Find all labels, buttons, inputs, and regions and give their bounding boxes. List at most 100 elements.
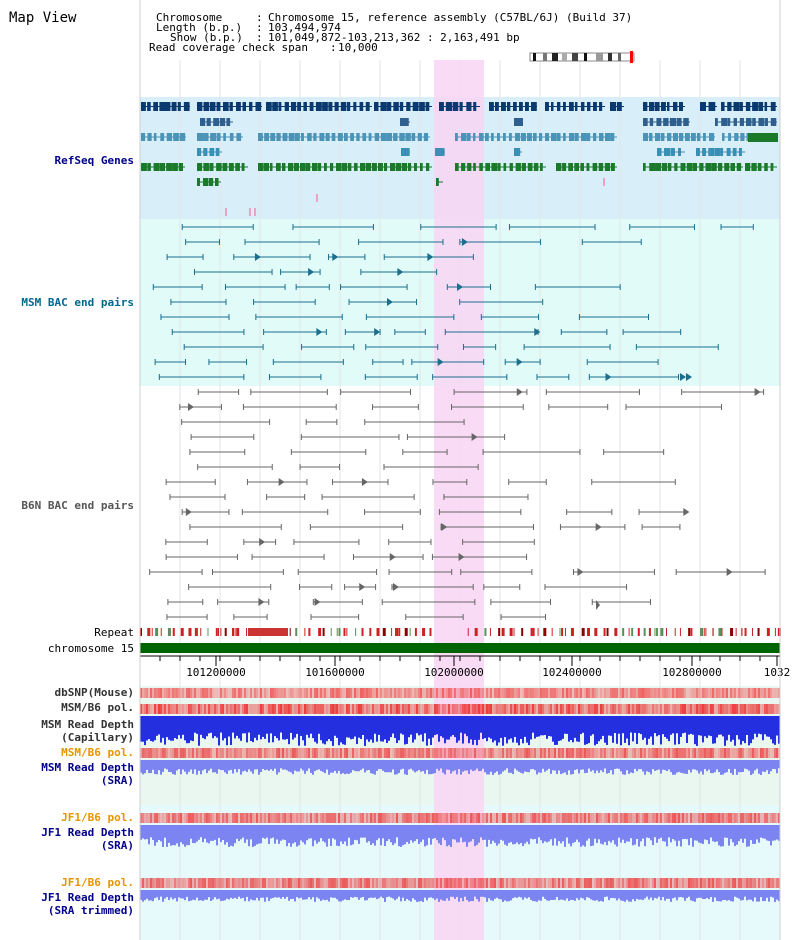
jf1-read-depth-sra-bar	[194, 825, 196, 844]
jf1-read-depth-trim-bar	[210, 890, 212, 901]
jf1-b6-pol-bar	[264, 813, 266, 823]
msm-b6-pol-bar	[510, 704, 512, 714]
jf1-read-depth-trim-bar	[564, 890, 566, 901]
msm-read-depth-sra-bar	[354, 760, 356, 772]
dbsnp-bar	[690, 688, 692, 698]
refseq-row5-exon	[770, 163, 774, 171]
jf1-read-depth-trim-bar	[656, 890, 658, 899]
msm-read-depth-sra-bar	[162, 760, 164, 772]
track-label-dbsnp[interactable]: dbSNP(Mouse)	[54, 686, 134, 699]
msm-b6-pol-bar	[308, 704, 310, 714]
track-label-jf1-read-depth-trim-1[interactable]: JF1 Read Depth	[41, 891, 134, 904]
jf1-b6-pol-trim-bar	[412, 878, 414, 888]
msm-b6-pol-bar	[466, 704, 468, 714]
jf1-read-depth-trim-bar	[594, 890, 596, 901]
msm-read-depth-sra-bar	[280, 760, 282, 769]
track-label-refseq-genes[interactable]: RefSeq Genes	[54, 154, 134, 167]
dbsnp-bar	[228, 688, 230, 698]
jf1-b6-pol-bar	[320, 813, 322, 823]
msm-read-depth-capillary-bar	[682, 716, 684, 734]
track-label-jf1-read-depth-1[interactable]: JF1 Read Depth	[41, 826, 134, 839]
jf1-read-depth-trim-bar	[536, 890, 538, 902]
msm-b6-pol-sra-bar	[298, 748, 300, 758]
jf1-b6-pol-trim-bar	[472, 878, 474, 888]
jf1-b6-pol-trim-bar	[710, 878, 712, 888]
track-label-b6n-bac[interactable]: B6N BAC end pairs	[21, 499, 134, 512]
msm-b6-pol-sra-bar	[414, 748, 416, 758]
dbsnp-bar	[528, 688, 530, 698]
msm-read-depth-capillary-bar	[584, 716, 586, 745]
repeat-element	[484, 628, 487, 636]
msm-b6-pol-bar	[224, 704, 226, 714]
jf1-read-depth-trim-bar	[604, 890, 606, 897]
jf1-b6-pol-trim-bar	[728, 878, 730, 888]
msm-read-depth-sra-bar	[564, 760, 566, 773]
dbsnp-bar	[616, 688, 618, 698]
msm-b6-pol-sra-bar	[464, 748, 466, 758]
dbsnp-bar	[304, 688, 306, 698]
jf1-b6-pol-bar	[708, 813, 710, 823]
dbsnp-bar	[778, 688, 780, 698]
jf1-b6-pol-trim-bar	[222, 878, 224, 888]
refseq-row5-exon	[580, 163, 585, 171]
msm-b6-pol-bar	[648, 704, 650, 714]
jf1-read-depth-trim-bar	[262, 890, 264, 898]
dbsnp-bar	[408, 688, 410, 698]
jf1-b6-pol-trim-bar	[152, 878, 154, 888]
msm-b6-pol-bar	[584, 704, 586, 714]
jf1-b6-pol-trim-bar	[214, 878, 216, 888]
refseq-row1-exon	[177, 102, 181, 111]
jf1-b6-pol-trim-bar	[734, 878, 736, 888]
track-label-repeat[interactable]: Repeat	[94, 626, 134, 639]
track-label-msm-read-depth-capillary-1[interactable]: MSM Read Depth	[41, 718, 134, 731]
jf1-b6-pol-trim-bar	[690, 878, 692, 888]
jf1-b6-pol-bar	[498, 813, 500, 823]
track-label-msm-read-depth-sra-1[interactable]: MSM Read Depth	[41, 761, 134, 774]
msm-b6-pol-sra-bar	[358, 748, 360, 758]
refseq-row5-exon	[586, 163, 590, 171]
jf1-read-depth-trim-bar	[366, 890, 368, 901]
msm-b6-pol-bar	[594, 704, 596, 714]
track-label-msm-b6-pol[interactable]: MSM/B6 pol.	[61, 701, 134, 714]
msm-read-depth-capillary-bar	[446, 716, 448, 740]
jf1-b6-pol-bar	[550, 813, 552, 823]
jf1-read-depth-trim-bar	[156, 890, 158, 898]
msm-b6-pol-sra-bar	[572, 748, 574, 758]
track-label-msm-b6-pol-sra[interactable]: MSM/B6 pol.	[61, 746, 134, 759]
msm-b6-pol-sra-bar	[318, 748, 320, 758]
msm-b6-pol-sra-bar	[408, 748, 410, 758]
msm-read-depth-sra-bar	[482, 760, 484, 769]
jf1-b6-pol-bar	[420, 813, 422, 823]
dbsnp-bar	[284, 688, 286, 698]
msm-read-depth-sra-bar	[770, 760, 772, 772]
refseq-row3-exon	[599, 133, 604, 141]
msm-b6-pol-sra-bar	[166, 748, 168, 758]
msm-read-depth-sra-bar	[438, 760, 440, 771]
jf1-read-depth-sra-bar	[616, 825, 618, 847]
jf1-read-depth-sra-bar	[600, 825, 602, 844]
msm-b6-pol-sra-bar	[724, 748, 726, 758]
repeat-element	[376, 628, 380, 636]
msm-read-depth-capillary-bar	[638, 716, 640, 734]
jf1-read-depth-trim-bar	[200, 890, 202, 901]
jf1-b6-pol-bar	[504, 813, 506, 823]
dbsnp-bar	[712, 688, 714, 698]
jf1-b6-pol-trim-bar	[240, 878, 242, 888]
msm-b6-pol-sra-bar	[678, 748, 680, 758]
jf1-b6-pol-trim-bar	[528, 878, 530, 888]
track-label-jf1-b6-pol-trim[interactable]: JF1/B6 pol.	[61, 876, 134, 889]
jf1-b6-pol-bar	[242, 813, 244, 823]
track-label-jf1-b6-pol[interactable]: JF1/B6 pol.	[61, 811, 134, 824]
msm-b6-pol-sra-bar	[446, 748, 448, 758]
msm-b6-pol-sra-bar	[504, 748, 506, 758]
track-label-chromosome[interactable]: chromosome 15	[47, 642, 134, 655]
msm-b6-pol-bar	[374, 704, 376, 714]
jf1-read-depth-trim-bar	[464, 890, 466, 897]
refseq-row1-exon	[393, 102, 399, 111]
jf1-read-depth-trim-bar	[164, 890, 166, 899]
msm-b6-pol-sra-bar	[270, 748, 272, 758]
track-label-msm-bac[interactable]: MSM BAC end pairs	[21, 296, 134, 309]
jf1-b6-pol-bar	[678, 813, 680, 823]
jf1-b6-pol-bar	[200, 813, 202, 823]
